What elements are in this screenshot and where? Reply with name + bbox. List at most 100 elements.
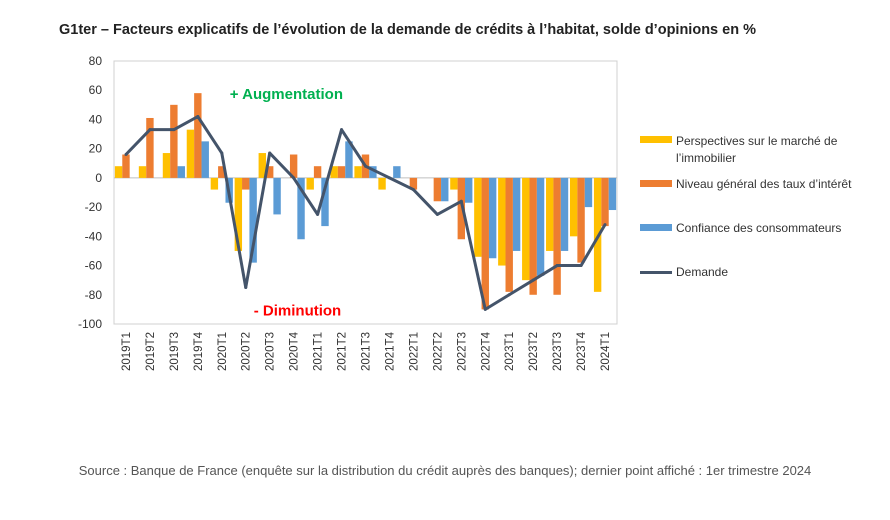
- bar-perspectives: [306, 177, 314, 190]
- bar-confiance: [369, 166, 377, 178]
- bar-confiance: [465, 177, 473, 203]
- x-tick-label: 2020T4: [289, 331, 301, 371]
- point-demande: [340, 128, 344, 132]
- point-demande: [364, 164, 367, 168]
- bar-confiance: [273, 177, 281, 215]
- bar-taux: [146, 117, 154, 178]
- bar-confiance: [488, 177, 497, 259]
- y-tick-label: 80: [89, 54, 103, 68]
- x-tick-label: 2021T3: [361, 332, 373, 371]
- bar-perspectives: [330, 166, 338, 178]
- x-tick-label: 2021T1: [313, 332, 325, 371]
- y-tick-label: 40: [89, 112, 103, 126]
- bar-perspectives: [474, 177, 482, 257]
- bar-confiance: [201, 141, 209, 178]
- x-tick-label: 2021T2: [337, 332, 349, 371]
- bar-taux: [313, 166, 322, 178]
- y-tick-label: 0: [95, 171, 102, 185]
- bar-confiance: [441, 177, 449, 202]
- point-demande: [483, 307, 487, 311]
- legend-swatch-taux: [640, 180, 672, 187]
- point-demande: [507, 293, 511, 297]
- bar-confiance: [321, 177, 329, 227]
- chart-plot: 80 60 40 20 0 -20 -40 -60 -80 -100 2019T1 2019T2 201…: [78, 54, 618, 371]
- x-tick-label: 2020T3: [265, 332, 277, 371]
- x-tick-label: 2019T2: [145, 332, 157, 371]
- legend-label-taux: Niveau général des taux d’intérêt: [676, 177, 852, 191]
- bar-confiance: [608, 177, 617, 211]
- legend-label-confiance: Confiance des consommateurs: [676, 221, 842, 235]
- bar-confiance: [393, 166, 401, 178]
- bar-confiance: [536, 177, 545, 276]
- bar-taux: [122, 154, 130, 178]
- bar-taux: [505, 177, 513, 292]
- bar-confiance: [297, 177, 305, 240]
- bar-perspectives: [546, 177, 554, 251]
- bar-taux: [577, 177, 585, 263]
- bar-taux: [242, 177, 250, 190]
- bar-taux: [457, 177, 466, 240]
- bar-taux: [289, 154, 298, 178]
- bar-taux: [601, 177, 609, 227]
- x-tick-label: 2023T4: [576, 331, 588, 371]
- point-demande: [555, 264, 559, 268]
- plot-area-border: [113, 60, 618, 325]
- x-tick-label: 2020T2: [241, 332, 253, 371]
- y-tick-label: -80: [85, 288, 103, 302]
- point-demande: [603, 223, 607, 227]
- x-tick-label: 2024T1: [600, 332, 612, 371]
- x-tick-label: 2023T2: [528, 332, 540, 371]
- point-demande: [268, 151, 272, 155]
- y-tick-label: -60: [85, 259, 103, 273]
- bar-confiance: [249, 177, 257, 263]
- bar-taux: [194, 93, 202, 178]
- bar-perspectives: [210, 177, 219, 190]
- point-demande: [579, 264, 583, 268]
- x-tick-label: 2019T4: [193, 331, 205, 371]
- point-demande: [411, 188, 415, 192]
- x-tick-label: 2019T1: [121, 332, 133, 371]
- bar-perspectives: [186, 129, 195, 178]
- y-tick-label: -20: [85, 200, 103, 214]
- bar-taux: [481, 177, 489, 310]
- bar-perspectives: [234, 177, 243, 251]
- x-tick-label: 2021T4: [384, 331, 396, 371]
- point-demande: [387, 176, 391, 180]
- legend-swatch-confiance: [640, 224, 672, 231]
- point-demande: [244, 285, 248, 289]
- x-tick-label: 2023T1: [504, 332, 516, 371]
- bar-perspectives: [378, 177, 386, 190]
- bar-perspectives: [522, 177, 530, 281]
- point-demande: [459, 199, 463, 203]
- point-demande: [124, 153, 128, 157]
- legend-swatch-perspectives: [640, 136, 672, 143]
- annotation-diminution: - Diminution: [254, 302, 341, 319]
- point-demande: [220, 151, 224, 155]
- bar-perspectives: [450, 177, 458, 190]
- point-demande: [148, 128, 152, 132]
- x-tick-label: 2022T3: [456, 332, 468, 371]
- bar-taux: [337, 166, 346, 178]
- bar-perspectives: [162, 153, 171, 178]
- bar-confiance: [584, 177, 593, 208]
- bar-taux: [170, 104, 178, 178]
- bar-perspectives: [354, 166, 362, 178]
- bar-confiance: [177, 166, 185, 178]
- x-tick-label: 2020T1: [217, 332, 229, 371]
- bar-taux: [529, 177, 537, 295]
- legend-label-perspectives: Perspectives sur le marché de l’immobili…: [676, 134, 838, 165]
- bar-confiance: [345, 141, 353, 178]
- point-demande: [531, 278, 535, 282]
- bar-taux: [265, 166, 274, 178]
- y-tick-label: -100: [78, 317, 102, 331]
- bar-perspectives: [258, 153, 266, 178]
- y-tick-label: 20: [89, 142, 103, 156]
- source-note: Source : Banque de France (enquête sur l…: [78, 463, 812, 478]
- bar-confiance: [560, 177, 569, 251]
- y-tick-label: 60: [89, 83, 103, 97]
- legend-label-demande: Demande: [676, 265, 729, 279]
- point-demande: [196, 115, 200, 119]
- x-tick-label: 2022T4: [480, 331, 492, 371]
- bar-perspectives: [138, 166, 147, 178]
- legend-line-demande: [640, 271, 672, 274]
